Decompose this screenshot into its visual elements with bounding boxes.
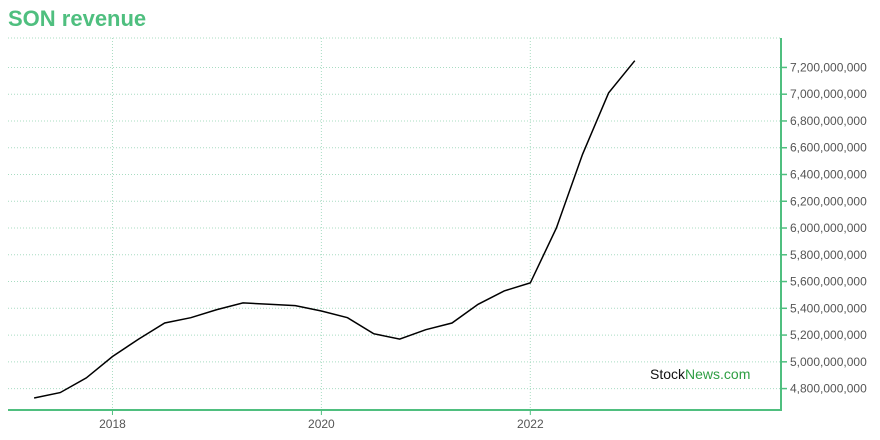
y-tick-label: 7,000,000,000 bbox=[790, 87, 867, 101]
y-tick-label: 4,800,000,000 bbox=[790, 382, 867, 396]
y-tick-labels: 4,800,000,000 5,000,000,000 5,200,000,000 5… bbox=[781, 60, 867, 396]
watermark: StockNews.com bbox=[650, 366, 750, 382]
y-tick-label: 6,600,000,000 bbox=[790, 141, 867, 155]
watermark-part1: Stock bbox=[650, 366, 686, 382]
y-tick-label: 5,800,000,000 bbox=[790, 248, 867, 262]
y-tick-label: 6,400,000,000 bbox=[790, 167, 867, 181]
y-tick-label: 5,400,000,000 bbox=[790, 301, 867, 315]
y-tick-label: 6,000,000,000 bbox=[790, 221, 867, 235]
watermark-part2: News bbox=[685, 366, 720, 382]
watermark-part3: .com bbox=[720, 366, 750, 382]
grid-lines bbox=[8, 37, 781, 410]
y-tick-label: 7,200,000,000 bbox=[790, 60, 867, 74]
axes bbox=[8, 38, 782, 411]
x-tick-label: 2018 bbox=[99, 417, 126, 431]
y-tick-label: 6,800,000,000 bbox=[790, 114, 867, 128]
chart-title: SON revenue bbox=[8, 6, 147, 31]
x-tick-labels: 2018 2020 2022 bbox=[99, 410, 544, 431]
y-tick-label: 5,200,000,000 bbox=[790, 328, 867, 342]
y-tick-label: 6,200,000,000 bbox=[790, 194, 867, 208]
revenue-series-line bbox=[33, 60, 636, 399]
y-tick-label: 5,600,000,000 bbox=[790, 275, 867, 289]
y-tick-label: 5,000,000,000 bbox=[790, 355, 867, 369]
x-tick-label: 2020 bbox=[308, 417, 335, 431]
x-tick-label: 2022 bbox=[517, 417, 544, 431]
